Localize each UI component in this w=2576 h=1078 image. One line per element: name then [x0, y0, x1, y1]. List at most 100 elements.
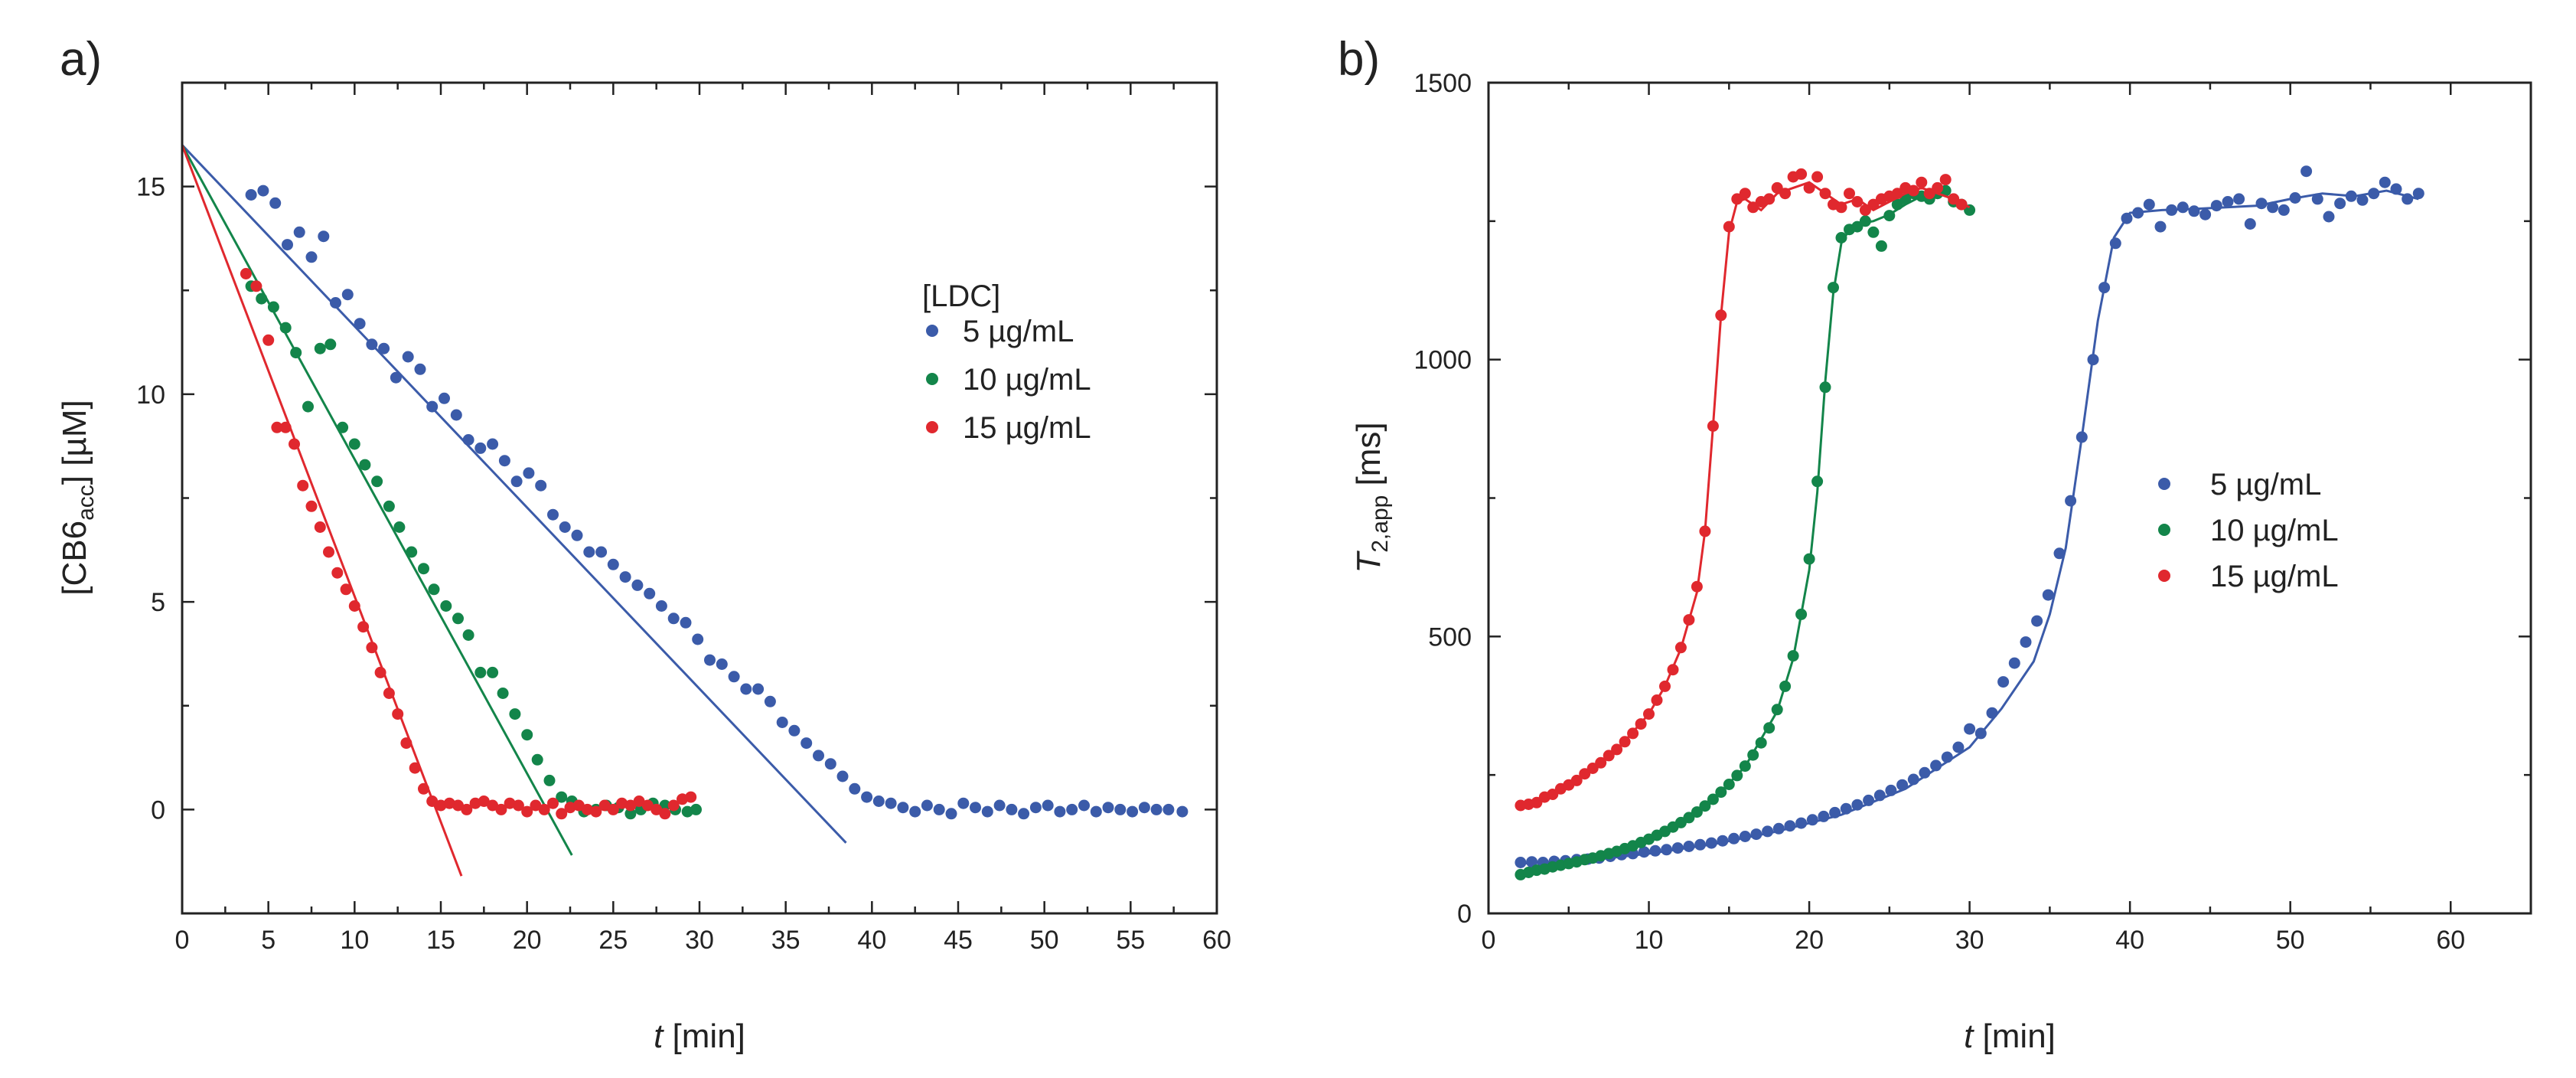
panel-b-x-axis-title-var: t [1964, 1018, 1974, 1055]
panel-a-fit-line-5 [182, 144, 847, 844]
panel-b-point-5 [2053, 547, 2066, 560]
panel-b-point-15 [1907, 185, 1919, 197]
panel-b-point-15 [1643, 708, 1655, 720]
panel-b-point-10 [1835, 232, 1847, 243]
panel-b-legend-marker-10 [2158, 524, 2170, 536]
panel-b-point-5 [2402, 193, 2414, 205]
panel-a-point-5 [595, 546, 608, 558]
panel-a-y-tick-label: 15 [136, 173, 165, 202]
panel-b-point-15 [1747, 201, 1759, 214]
panel-a-point-10 [624, 808, 637, 820]
panel-a-point-15 [469, 797, 481, 809]
panel-a-point-5 [1018, 808, 1030, 820]
panel-a-point-5 [824, 758, 836, 770]
panel-b-relaxation-time-chart: b) 0 10 20 30 40 50 60 0 500 1000 1500 t [min] T2,… [1338, 33, 2532, 1055]
panel-b-point-5 [2222, 196, 2234, 207]
panel-a-point-5 [644, 587, 656, 599]
panel-b-point-15 [1763, 193, 1775, 205]
panel-b-x-axis-title-unit: [min] [1973, 1018, 2056, 1055]
panel-a-point-15 [616, 797, 628, 809]
panel-b-point-15 [1603, 750, 1615, 762]
panel-a-point-5 [269, 197, 282, 209]
panel-a-point-5 [1162, 803, 1175, 815]
panel-a-point-5 [510, 475, 523, 488]
panel-a-point-5 [305, 251, 318, 263]
panel-b-point-5 [2300, 165, 2313, 178]
panel-a-point-5 [836, 770, 849, 782]
panel-b-point-10 [1795, 608, 1808, 620]
panel-a-point-5 [813, 750, 824, 762]
panel-a-point-15 [271, 421, 283, 433]
panel-b-point-10 [1707, 793, 1719, 805]
panel-a-point-5 [1138, 802, 1150, 814]
panel-b-point-5 [2255, 198, 2268, 210]
panel-a-point-15 [667, 799, 680, 812]
panel-a-point-10 [393, 521, 406, 533]
panel-a-plot-frame [181, 81, 1218, 915]
panel-b-point-15 [1707, 420, 1719, 432]
panel-a-point-5 [498, 455, 510, 467]
panel-b-point-5 [1873, 789, 1886, 802]
panel-a-point-5 [341, 289, 354, 301]
panel-a-point-5 [921, 799, 933, 812]
panel-a-point-5 [655, 600, 667, 612]
panel-b-point-5 [1649, 844, 1661, 857]
panel-a-point-5 [1090, 805, 1102, 818]
panel-a-point-15 [452, 799, 464, 812]
panel-b-point-5 [2356, 194, 2369, 206]
panel-a-x-tick-label: 50 [1030, 926, 1059, 955]
panel-b-point-15 [1715, 309, 1727, 322]
panel-a-x-tick-label: 25 [598, 926, 628, 955]
panel-a-point-10 [690, 803, 702, 815]
panel-b-point-5 [1885, 784, 1897, 796]
panel-b-x-tick-label: 30 [1955, 926, 1984, 955]
panel-b-point-5 [2177, 201, 2189, 214]
panel-b-point-5 [1728, 832, 1740, 844]
panel-b-plot-frame [1487, 81, 2532, 915]
panel-a-point-5 [692, 633, 704, 645]
panel-a-point-10 [462, 629, 474, 641]
panel-b-point-15 [1771, 181, 1783, 194]
panel-b-point-15 [1667, 664, 1679, 676]
panel-a-point-5 [245, 189, 257, 201]
panel-b-point-10 [1731, 769, 1743, 782]
panel-a-point-5 [776, 717, 788, 728]
panel-a-point-10 [314, 342, 326, 354]
panel-b-point-5 [2390, 183, 2402, 195]
panel-a-point-5 [535, 479, 547, 492]
panel-a-point-5 [426, 400, 439, 413]
panel-a-x-tick-label: 15 [426, 926, 455, 955]
panel-a-point-5 [993, 799, 1006, 812]
panel-a-point-5 [257, 185, 269, 197]
panel-a-point-5 [909, 805, 921, 818]
panel-b-x-tick-label: 0 [1482, 926, 1496, 955]
panel-b-point-5 [2334, 198, 2346, 210]
panel-b-point-15 [1691, 580, 1703, 593]
panel-a-point-15 [677, 793, 688, 805]
panel-a-point-5 [330, 297, 341, 309]
panel-a-point-5 [788, 724, 801, 737]
panel-a-point-15 [651, 803, 663, 815]
panel-b-point-15 [1731, 193, 1743, 205]
panel-b-point-10 [1875, 240, 1887, 252]
panel-a-point-5 [474, 442, 487, 454]
panel-a-point-15 [357, 621, 370, 633]
panel-a-point-5 [933, 803, 945, 815]
panel-a-x-tick-label: 5 [261, 926, 276, 955]
panel-a-point-5 [970, 802, 981, 814]
panel-b-point-5 [1997, 676, 2010, 688]
panel-a-point-15 [530, 799, 542, 812]
panel-b-y-tick-label: 500 [1428, 622, 1472, 652]
panel-b-point-15 [1674, 642, 1687, 654]
panel-b-x-axis-title: t [min] [1964, 1018, 2056, 1055]
panel-b-point-5 [1974, 727, 1987, 740]
panel-a-point-15 [495, 803, 507, 815]
panel-b-point-5 [2368, 188, 2380, 200]
panel-a-point-5 [1078, 799, 1090, 812]
panel-b-point-15 [1891, 188, 1903, 200]
panel-b-point-10 [1828, 282, 1839, 294]
panel-a-point-5 [354, 318, 366, 330]
panel-b-point-15 [1635, 718, 1647, 730]
panel-a-point-15 [289, 438, 300, 450]
